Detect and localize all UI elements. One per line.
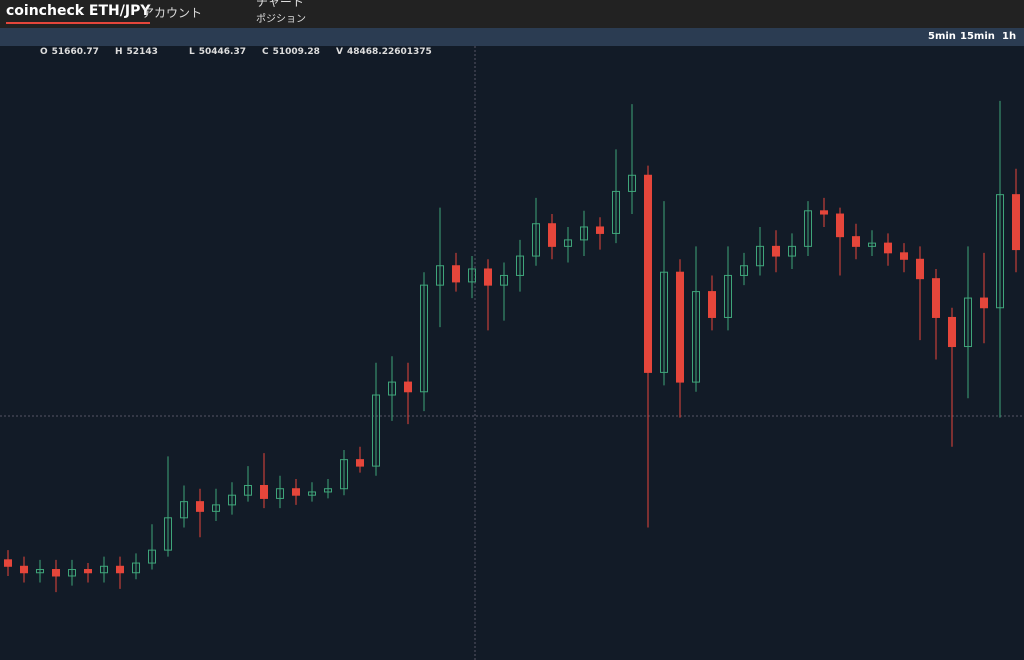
candle-body	[596, 226, 604, 234]
candle-body	[180, 501, 188, 519]
candle-body	[164, 517, 172, 551]
candle-body	[708, 291, 716, 318]
candle-body	[932, 278, 940, 318]
candle-body	[388, 381, 396, 396]
candle-body	[964, 297, 972, 348]
candle-body	[148, 549, 156, 564]
candle-body	[884, 242, 892, 254]
interval-bar: 5min 15min 1h	[0, 28, 1024, 46]
candle-body	[820, 210, 828, 215]
candle-body	[468, 268, 476, 283]
candle-body	[420, 284, 428, 393]
candle-body	[724, 274, 732, 318]
ohlc-item: V 48468.22601375	[336, 47, 432, 57]
candle-body	[484, 268, 492, 286]
interval[interactable]: 15min	[960, 31, 995, 42]
candle-body	[500, 274, 508, 286]
candle-body	[1012, 194, 1020, 251]
candle-body	[516, 255, 524, 276]
candle-body	[564, 239, 572, 247]
candle-body	[660, 271, 668, 373]
menu-item[interactable]: チャート	[256, 0, 304, 9]
candle-body	[356, 459, 364, 467]
candle-body	[228, 494, 236, 506]
candle-body	[404, 381, 412, 393]
ohlc-item: L 50446.37	[189, 47, 246, 57]
candle-body	[868, 242, 876, 247]
ohlc-value: 51660.77	[51, 47, 99, 57]
candle-body	[612, 190, 620, 234]
ohlc-item: H 52143	[115, 47, 158, 57]
candle-body	[980, 297, 988, 309]
candle-body	[692, 291, 700, 383]
candle-body	[212, 504, 220, 512]
candle-body	[452, 265, 460, 283]
candle-body	[852, 236, 860, 247]
candle-body	[436, 265, 444, 286]
candle-body	[948, 316, 956, 348]
interval[interactable]: 5min	[928, 31, 956, 42]
ohlc-item: O 51660.77	[40, 47, 99, 57]
candle-body	[644, 174, 652, 373]
candle-body	[548, 223, 556, 247]
candle-body	[756, 245, 764, 267]
candle-body	[580, 226, 588, 241]
brand[interactable]: coincheck ETH/JPY	[6, 3, 151, 24]
candle-body	[772, 245, 780, 257]
candle-body	[84, 569, 92, 574]
candle-body	[532, 223, 540, 257]
ohlc-label: O	[40, 47, 48, 57]
candle-body	[996, 194, 1004, 309]
candle-body	[260, 484, 268, 499]
candle-body	[308, 491, 316, 496]
candle-body	[132, 562, 140, 574]
candle-body	[372, 394, 380, 467]
ohlc-value: 51009.28	[272, 47, 320, 57]
candle-body	[804, 210, 812, 247]
candle-body	[676, 271, 684, 383]
candle-body	[340, 459, 348, 490]
candle-body	[836, 213, 844, 238]
ohlc-value: 52143	[126, 47, 158, 57]
ohlc-item: C 51009.28	[262, 47, 320, 57]
candle-body	[628, 174, 636, 192]
ohlc-label: H	[115, 47, 123, 57]
candle-body	[52, 569, 60, 577]
ohlc-label: L	[189, 47, 195, 57]
menu-item[interactable]: アカウント	[142, 6, 203, 20]
candle-body	[292, 488, 300, 496]
candle-body	[900, 252, 908, 260]
ohlc-label: V	[336, 47, 343, 57]
candle-body	[36, 569, 44, 574]
ohlc-label: C	[262, 47, 269, 57]
candle-body	[100, 565, 108, 574]
interval[interactable]: 1h	[1002, 31, 1017, 42]
candle-body	[916, 258, 924, 280]
candle-body	[244, 484, 252, 496]
candle-body	[68, 569, 76, 577]
candle-body	[788, 245, 796, 257]
candle-body	[116, 565, 124, 574]
ohlc-value: 50446.37	[198, 47, 247, 57]
top-bar: coincheck ETH/JPY アカウント チャート ポジション	[0, 0, 1024, 28]
candle-body	[4, 559, 12, 567]
candle-body	[740, 265, 748, 276]
candle-body	[276, 488, 284, 499]
menu-item[interactable]: ポジション	[256, 14, 306, 25]
candle-body	[324, 488, 332, 493]
candle-body	[20, 565, 28, 574]
candle-body	[196, 501, 204, 512]
ohlc-value: 48468.22601375	[346, 47, 432, 57]
